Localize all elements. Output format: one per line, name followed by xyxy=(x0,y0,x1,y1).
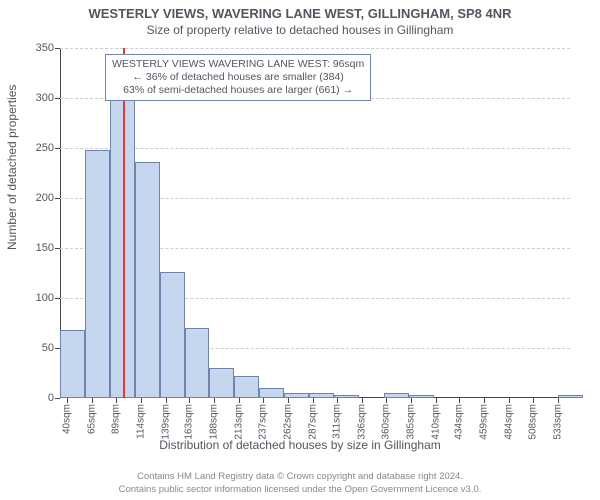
xtick-mark xyxy=(411,398,412,403)
xtick-label: 484sqm xyxy=(504,404,515,440)
callout-line: WESTERLY VIEWS WAVERING LANE WEST: 96sqm xyxy=(112,58,364,71)
xtick-mark xyxy=(288,398,289,403)
xtick-label: 89sqm xyxy=(110,404,121,434)
xtick-label: 40sqm xyxy=(61,404,72,434)
histogram-plot: 05010015020025030035040sqm65sqm89sqm114s… xyxy=(60,48,570,398)
histogram-bar xyxy=(558,395,583,398)
xtick-label: 508sqm xyxy=(528,404,539,440)
ytick-label: 250 xyxy=(36,142,54,154)
xtick-label: 114sqm xyxy=(135,404,146,439)
xtick-mark xyxy=(166,398,167,403)
xtick-label: 213sqm xyxy=(234,404,245,440)
xtick-label: 65sqm xyxy=(86,404,97,434)
histogram-bar xyxy=(60,330,85,398)
x-axis-label: Distribution of detached houses by size … xyxy=(0,438,600,452)
ytick-label: 350 xyxy=(36,42,54,54)
xtick-label: 360sqm xyxy=(380,404,391,440)
xtick-label: 385sqm xyxy=(405,404,416,440)
xtick-mark xyxy=(116,398,117,403)
xtick-mark xyxy=(362,398,363,403)
xtick-mark xyxy=(263,398,264,403)
histogram-bar xyxy=(85,150,110,398)
histogram-bar xyxy=(384,393,409,398)
histogram-bar xyxy=(259,388,284,398)
xtick-mark xyxy=(92,398,93,403)
xtick-mark xyxy=(484,398,485,403)
callout-line: 63% of semi-detached houses are larger (… xyxy=(112,84,364,97)
ytick-label: 0 xyxy=(48,392,54,404)
xtick-label: 262sqm xyxy=(283,404,294,440)
xtick-label: 434sqm xyxy=(454,404,465,440)
footer-line-2: Contains public sector information licen… xyxy=(0,484,600,496)
histogram-bar xyxy=(409,395,434,398)
xtick-mark xyxy=(459,398,460,403)
chart-footer: Contains HM Land Registry data © Crown c… xyxy=(0,471,600,496)
xtick-label: 188sqm xyxy=(209,404,220,440)
xtick-label: 410sqm xyxy=(430,404,441,440)
ytick-label: 300 xyxy=(36,92,54,104)
ytick-mark xyxy=(55,298,60,299)
ytick-mark xyxy=(55,148,60,149)
xtick-mark xyxy=(533,398,534,403)
gridline xyxy=(60,48,570,49)
histogram-bar xyxy=(209,368,234,398)
xtick-label: 311sqm xyxy=(331,404,342,439)
xtick-label: 533sqm xyxy=(553,404,564,440)
ytick-label: 200 xyxy=(36,192,54,204)
footer-line-1: Contains HM Land Registry data © Crown c… xyxy=(0,471,600,483)
callout-line: ← 36% of detached houses are smaller (38… xyxy=(112,71,364,84)
xtick-mark xyxy=(558,398,559,403)
ytick-label: 50 xyxy=(42,342,54,354)
histogram-bar xyxy=(185,328,210,398)
xtick-label: 287sqm xyxy=(308,404,319,440)
xtick-mark xyxy=(509,398,510,403)
xtick-mark xyxy=(436,398,437,403)
gridline xyxy=(60,148,570,149)
ytick-mark xyxy=(55,248,60,249)
xtick-label: 336sqm xyxy=(356,404,367,440)
ytick-mark xyxy=(55,48,60,49)
xtick-label: 163sqm xyxy=(184,404,195,440)
chart-subtitle: Size of property relative to detached ho… xyxy=(0,21,600,37)
callout-box: WESTERLY VIEWS WAVERING LANE WEST: 96sqm… xyxy=(105,54,371,101)
histogram-bar xyxy=(234,376,259,398)
xtick-label: 459sqm xyxy=(479,404,490,440)
xtick-label: 237sqm xyxy=(258,404,269,440)
xtick-mark xyxy=(386,398,387,403)
histogram-bar xyxy=(160,272,185,398)
ytick-mark xyxy=(55,98,60,99)
ytick-mark xyxy=(55,198,60,199)
chart-title: WESTERLY VIEWS, WAVERING LANE WEST, GILL… xyxy=(0,0,600,21)
xtick-mark xyxy=(214,398,215,403)
xtick-mark xyxy=(337,398,338,403)
ytick-mark xyxy=(55,398,60,399)
xtick-mark xyxy=(67,398,68,403)
xtick-label: 139sqm xyxy=(160,404,171,440)
histogram-bar xyxy=(135,162,160,398)
xtick-mark xyxy=(239,398,240,403)
xtick-mark xyxy=(313,398,314,403)
ytick-label: 150 xyxy=(36,242,54,254)
xtick-mark xyxy=(141,398,142,403)
ytick-label: 100 xyxy=(36,292,54,304)
y-axis-label: Number of detached properties xyxy=(5,85,19,250)
xtick-mark xyxy=(189,398,190,403)
